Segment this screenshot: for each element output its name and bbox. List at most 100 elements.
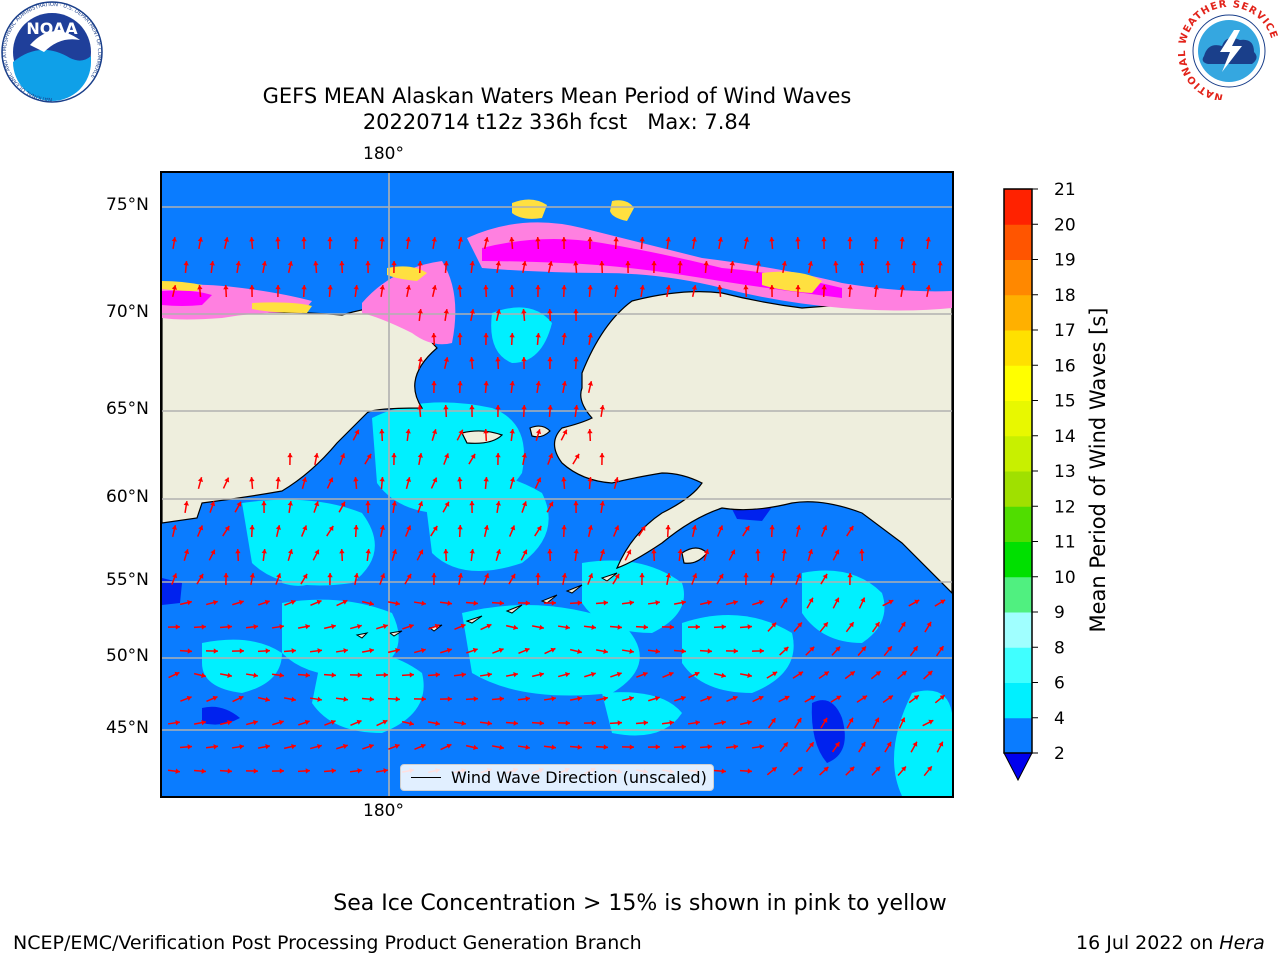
wave-arrow-head	[759, 744, 764, 750]
wave-arrow-head	[317, 743, 322, 750]
wave-arrow-head	[391, 501, 397, 506]
wave-arrow-head	[342, 599, 348, 605]
wave-arrow-head	[577, 600, 582, 606]
wave-arrow-head	[547, 357, 553, 362]
wave-arrow-head	[535, 237, 541, 242]
wave-arrow-head	[472, 647, 478, 653]
wave-arrow-head	[330, 719, 336, 725]
wave-arrow-head	[587, 285, 593, 290]
wave-arrow-head	[483, 477, 489, 482]
colorbar-extend	[1003, 752, 1033, 782]
wave-arrow-head	[747, 719, 752, 726]
wave-arrow-head	[365, 501, 371, 506]
wave-arrow-head	[314, 549, 320, 555]
wave-arrow-head	[911, 261, 917, 266]
wave-arrow-head	[317, 696, 322, 702]
wave-arrow-head	[937, 261, 943, 266]
wave-arrow-head	[913, 695, 919, 701]
colorbar-bin	[1004, 506, 1032, 542]
wave-arrow-head	[253, 624, 258, 630]
wave-arrow-head	[379, 429, 385, 434]
wave-arrow-head	[535, 285, 541, 290]
wave-arrow-head	[603, 648, 608, 654]
wave-arrow-head	[912, 741, 918, 747]
wave-arrow-head	[587, 525, 594, 530]
wave-arrow-head	[457, 573, 463, 578]
wave-arrow-head	[677, 261, 683, 266]
wave-arrow-head	[669, 624, 674, 630]
lat-label-60: 60°N	[106, 487, 149, 507]
wave-arrow-head	[434, 623, 440, 629]
wave-arrow-head	[406, 573, 412, 579]
colorbar-tick-label: 2	[1054, 744, 1065, 764]
wave-arrow-head	[849, 671, 855, 677]
wave-arrow-head	[691, 237, 697, 242]
lat-label-55: 55°N	[106, 570, 149, 590]
wave-arrow-head	[495, 261, 501, 266]
wave-arrow-head	[405, 285, 411, 290]
wave-arrow-head	[834, 549, 840, 555]
wave-arrow-head	[353, 525, 359, 530]
wave-arrow-head	[171, 285, 178, 290]
wave-arrow-head	[629, 648, 634, 654]
wave-arrow-head	[417, 453, 423, 458]
wave-arrow-head	[302, 525, 308, 531]
wave-arrow-head	[587, 381, 594, 386]
wave-arrow-head	[317, 648, 322, 654]
wave-arrow-head	[539, 624, 544, 630]
wave-arrow-head	[629, 744, 634, 750]
wave-arrow-head	[278, 719, 284, 726]
wave-arrow-head	[522, 501, 528, 507]
wave-arrow-head	[691, 525, 698, 530]
wave-arrow-head	[525, 696, 530, 702]
wave-arrow-head	[743, 237, 750, 242]
colorbar-bin	[1004, 682, 1032, 719]
wave-arrow-head	[275, 285, 281, 290]
wave-arrow-head	[938, 741, 944, 747]
wave-arrow-head	[253, 719, 258, 726]
wave-arrow-head	[928, 719, 934, 725]
wave-arrow-head	[224, 477, 230, 483]
wave-arrow-head	[733, 648, 738, 654]
wave-arrow-head	[874, 622, 880, 628]
wave-arrow-head	[275, 237, 281, 242]
wave-arrow-head	[547, 549, 553, 554]
colorbar-bin	[1004, 612, 1032, 648]
wave-arrow-head	[239, 648, 244, 654]
wave-arrow-head	[249, 573, 255, 578]
wave-arrow-head	[781, 549, 787, 554]
wave-arrow-head	[535, 381, 541, 386]
wave-arrow-head	[577, 696, 582, 702]
colorbar-bin	[1004, 224, 1032, 260]
wave-arrow-head	[525, 600, 530, 606]
wave-arrow-head	[486, 623, 492, 629]
wave-arrow-head	[223, 573, 229, 578]
wave-arrow-head	[357, 768, 362, 774]
wave-arrow-head	[707, 744, 712, 750]
wave-arrow-head	[743, 285, 749, 290]
wave-arrow-head	[431, 573, 437, 578]
wave-arrow-head	[421, 696, 426, 702]
wave-arrow-head	[873, 237, 879, 242]
wave-arrow-head	[460, 623, 466, 629]
wave-arrow-head	[444, 501, 450, 507]
wave-arrow-head	[369, 648, 374, 654]
colorbar-bin	[1004, 365, 1032, 401]
wave-arrow-head	[287, 453, 293, 458]
wave-arrow-head	[443, 405, 449, 410]
wave-arrow-head	[447, 696, 452, 702]
wave-arrow-head	[808, 742, 814, 748]
wave-arrow-head	[521, 309, 527, 314]
wave-arrow-head	[655, 744, 660, 750]
wave-arrow-head	[599, 405, 605, 410]
wave-arrow-head	[187, 648, 192, 654]
wave-arrow-head	[495, 549, 502, 555]
wave-arrow-head	[469, 357, 475, 362]
wave-arrow-head	[342, 743, 348, 750]
wave-arrow-head	[721, 624, 726, 630]
wave-arrow-head	[703, 261, 709, 266]
wave-arrow-head	[536, 477, 542, 483]
wave-arrow-head	[431, 285, 438, 290]
colorbar-tick-label: 19	[1054, 251, 1076, 271]
wave-arrow-head	[614, 525, 620, 531]
